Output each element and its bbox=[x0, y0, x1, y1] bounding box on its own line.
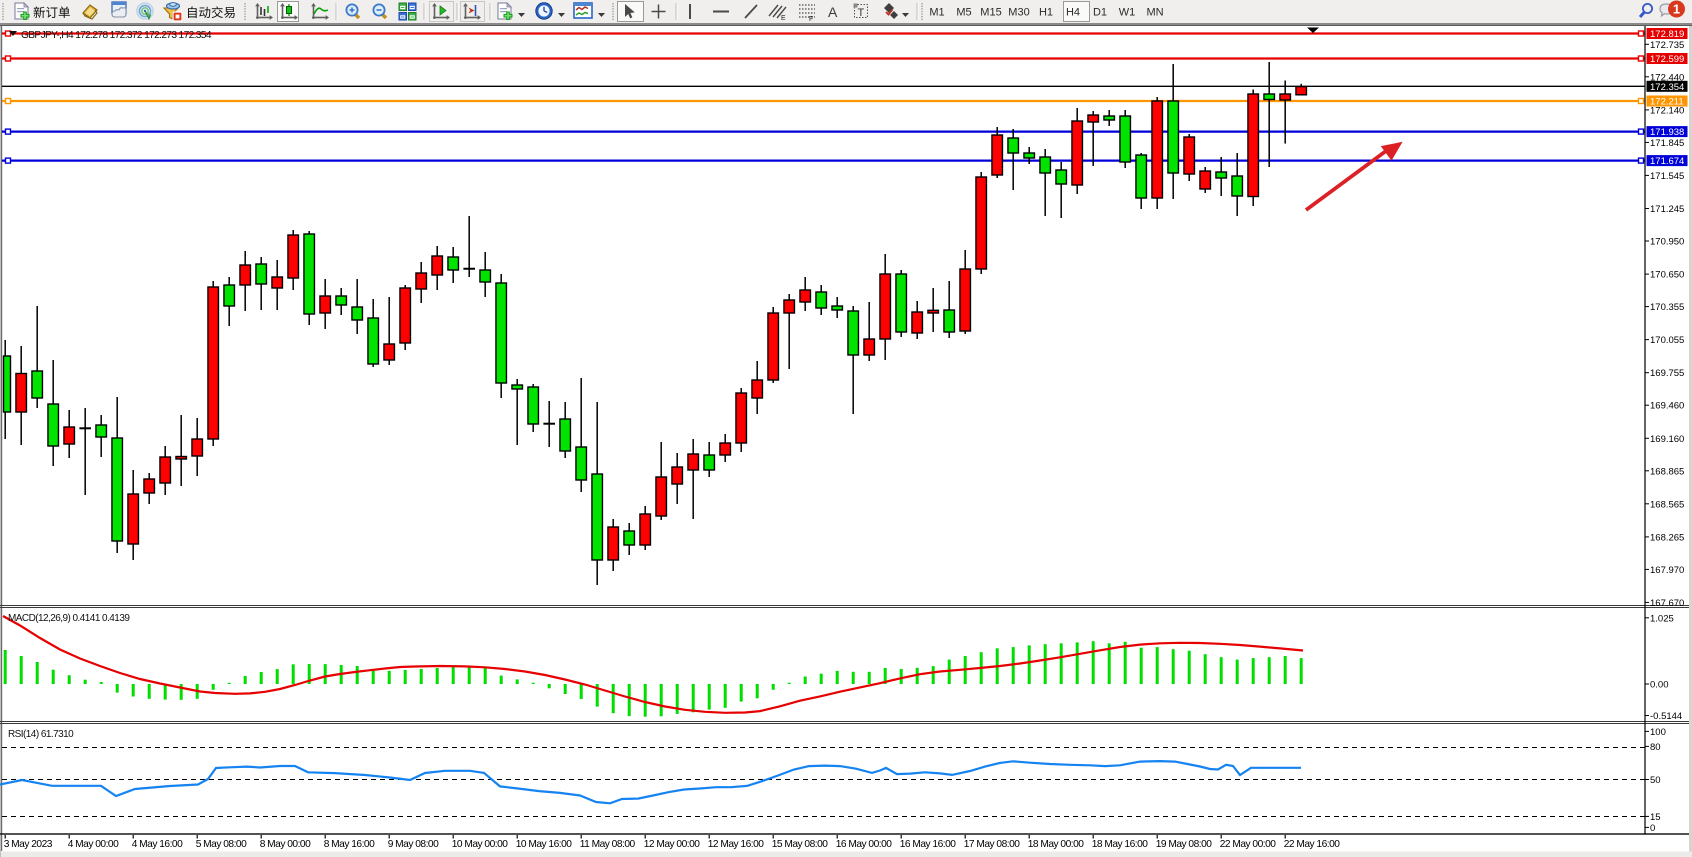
svg-text:172.211: 172.211 bbox=[1650, 97, 1684, 108]
svg-text:22 May 00:00: 22 May 00:00 bbox=[1220, 839, 1277, 850]
svg-text:172.819: 172.819 bbox=[1650, 29, 1684, 40]
svg-text:10 May 00:00: 10 May 00:00 bbox=[452, 839, 509, 850]
svg-text:10 May 16:00: 10 May 16:00 bbox=[516, 839, 573, 850]
svg-text:MN: MN bbox=[1146, 7, 1163, 19]
svg-text:172.599: 172.599 bbox=[1650, 54, 1684, 65]
svg-text:16 May 00:00: 16 May 00:00 bbox=[836, 839, 893, 850]
svg-text:F: F bbox=[809, 16, 813, 23]
svg-text:E: E bbox=[781, 15, 786, 22]
svg-text:171.674: 171.674 bbox=[1650, 156, 1684, 167]
svg-text:169.755: 169.755 bbox=[1650, 368, 1684, 379]
svg-text:167.970: 167.970 bbox=[1650, 565, 1684, 576]
svg-text:3 May 2023: 3 May 2023 bbox=[4, 839, 53, 850]
svg-text:171.938: 171.938 bbox=[1650, 127, 1684, 138]
svg-text:50: 50 bbox=[1650, 775, 1661, 786]
svg-text:RSI(14) 61.7310: RSI(14) 61.7310 bbox=[8, 729, 74, 740]
svg-text:171.845: 171.845 bbox=[1650, 138, 1684, 149]
svg-text:0.00: 0.00 bbox=[1650, 680, 1669, 691]
svg-text:172.440: 172.440 bbox=[1650, 72, 1684, 83]
svg-text:M5: M5 bbox=[956, 7, 971, 19]
svg-text:H1: H1 bbox=[1039, 7, 1053, 19]
svg-text:M1: M1 bbox=[929, 7, 944, 19]
svg-text:1.025: 1.025 bbox=[1650, 613, 1674, 624]
svg-text:172.735: 172.735 bbox=[1650, 40, 1684, 51]
svg-text:4 May 16:00: 4 May 16:00 bbox=[132, 839, 183, 850]
svg-text:-0.5144: -0.5144 bbox=[1650, 711, 1682, 722]
svg-text:T: T bbox=[858, 7, 865, 19]
svg-text:9 May 08:00: 9 May 08:00 bbox=[388, 839, 439, 850]
svg-text:170.950: 170.950 bbox=[1650, 237, 1684, 248]
svg-text:8 May 00:00: 8 May 00:00 bbox=[260, 839, 311, 850]
svg-text:8 May 16:00: 8 May 16:00 bbox=[324, 839, 375, 850]
svg-text:11 May 08:00: 11 May 08:00 bbox=[580, 839, 636, 850]
svg-text:M15: M15 bbox=[980, 7, 1001, 19]
svg-text:D1: D1 bbox=[1093, 7, 1107, 19]
svg-text:169.460: 169.460 bbox=[1650, 401, 1684, 412]
svg-text:0: 0 bbox=[1650, 823, 1655, 834]
svg-text:168.265: 168.265 bbox=[1650, 532, 1684, 543]
svg-text:169.160: 169.160 bbox=[1650, 434, 1684, 445]
svg-text:168.865: 168.865 bbox=[1650, 466, 1684, 477]
svg-text:100: 100 bbox=[1650, 727, 1666, 738]
svg-text:15: 15 bbox=[1650, 812, 1661, 823]
svg-text:171.545: 171.545 bbox=[1650, 171, 1684, 182]
svg-text:171.245: 171.245 bbox=[1650, 204, 1684, 215]
svg-text:22 May 16:00: 22 May 16:00 bbox=[1284, 839, 1341, 850]
svg-text:19 May 08:00: 19 May 08:00 bbox=[1156, 839, 1213, 850]
svg-text:168.565: 168.565 bbox=[1650, 499, 1684, 510]
svg-text:167.670: 167.670 bbox=[1650, 598, 1684, 609]
svg-text:16 May 16:00: 16 May 16:00 bbox=[900, 839, 957, 850]
svg-text:170.650: 170.650 bbox=[1650, 270, 1684, 281]
svg-text:18 May 00:00: 18 May 00:00 bbox=[1028, 839, 1085, 850]
svg-text:80: 80 bbox=[1650, 742, 1661, 753]
svg-text:5 May 08:00: 5 May 08:00 bbox=[196, 839, 247, 850]
svg-text:GBPJPY-,H4 172.278 172.372 17: GBPJPY-,H4 172.278 172.372 172.273 172.3… bbox=[21, 30, 212, 41]
svg-text:18 May 16:00: 18 May 16:00 bbox=[1092, 839, 1149, 850]
svg-text:12 May 00:00: 12 May 00:00 bbox=[644, 839, 701, 850]
svg-text:170.355: 170.355 bbox=[1650, 302, 1684, 313]
svg-text:172.140: 172.140 bbox=[1650, 105, 1684, 116]
svg-text:M30: M30 bbox=[1008, 7, 1029, 19]
svg-text:1: 1 bbox=[1673, 2, 1680, 17]
svg-text:172.354: 172.354 bbox=[1650, 82, 1684, 93]
svg-text:MACD(12,26,9) 0.4141 0.4139: MACD(12,26,9) 0.4141 0.4139 bbox=[8, 613, 130, 624]
svg-text:12 May 16:00: 12 May 16:00 bbox=[708, 839, 765, 850]
svg-text:170.055: 170.055 bbox=[1650, 335, 1684, 346]
svg-text:15 May 08:00: 15 May 08:00 bbox=[772, 839, 829, 850]
svg-text:17 May 08:00: 17 May 08:00 bbox=[964, 839, 1021, 850]
svg-text:4 May 00:00: 4 May 00:00 bbox=[68, 839, 119, 850]
svg-text:W1: W1 bbox=[1119, 7, 1136, 19]
svg-text:H4: H4 bbox=[1066, 7, 1080, 19]
svg-text:A: A bbox=[828, 4, 838, 20]
